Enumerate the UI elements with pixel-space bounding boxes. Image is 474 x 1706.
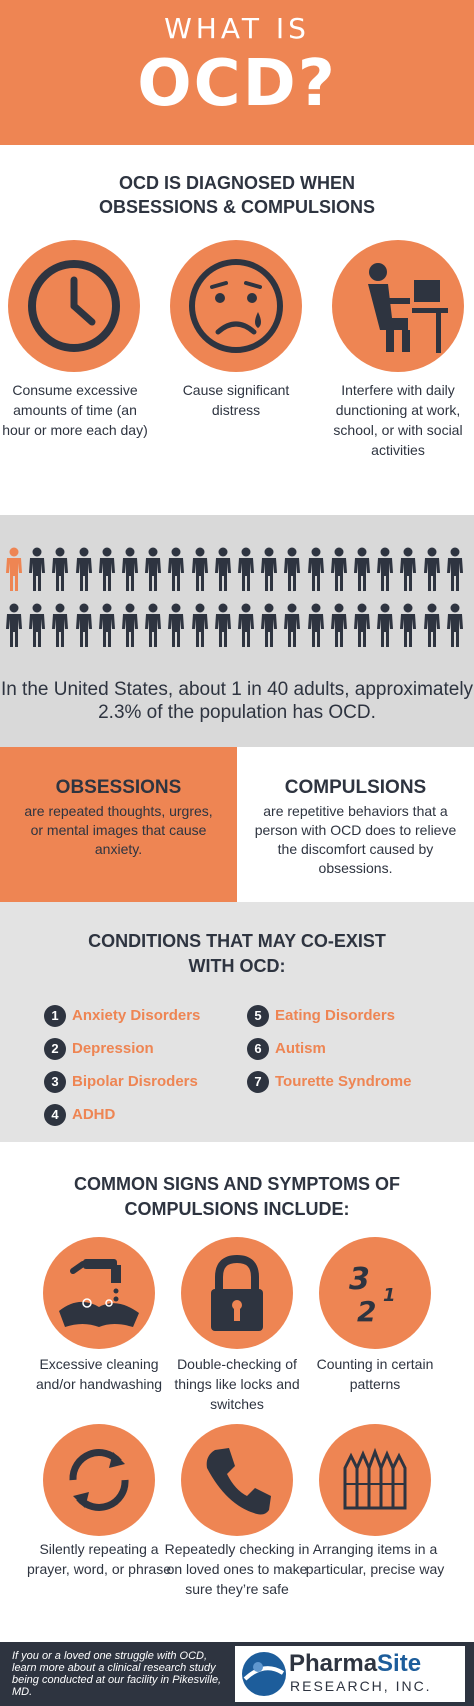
compulsions-panel: COMPULSIONS are repetitive behaviors tha… <box>237 747 474 902</box>
numbers-icon: 3 1 2 <box>319 1237 431 1349</box>
pharmasite-logo: PharmaSite RESEARCH, INC. <box>235 1646 465 1702</box>
person-icon <box>446 603 463 647</box>
statistic-text: In the United States, about 1 in 40 adul… <box>0 679 474 723</box>
numbers-icon-digit-2: 1 <box>383 1285 396 1306</box>
phone-icon <box>181 1424 293 1536</box>
obsessions-panel: OBSESSIONS are repeated thoughts, urgres… <box>0 747 237 902</box>
padlock-icon <box>181 1237 293 1349</box>
person-icon <box>423 603 440 647</box>
person-icon <box>52 547 69 591</box>
person-icon <box>98 547 115 591</box>
person-icon <box>52 603 69 647</box>
person-icon <box>122 603 138 647</box>
crying-face-icon <box>170 240 302 372</box>
person-icon <box>168 547 185 591</box>
signs-section: COMMON SIGNS AND SYMPTOMS OF COMPULSIONS… <box>0 1142 474 1642</box>
obsessions-title: OBSESSIONS <box>55 777 182 798</box>
person-icon <box>400 603 417 647</box>
repeat-arrows-icon <box>43 1424 155 1536</box>
obsessions-desc: are repeated thoughts, urgres, or mental… <box>24 803 213 857</box>
person-icon <box>145 547 162 591</box>
diagnosed-item-interfere: Interfere with daily dunctioning at work… <box>333 382 463 458</box>
footer-text: If you or a loved one struggle with OCD,… <box>12 1650 222 1698</box>
clock-icon <box>8 240 140 372</box>
person-icon <box>98 603 115 647</box>
person-icon <box>6 603 22 647</box>
person-icon <box>238 603 254 647</box>
condition-item: 6 Autism <box>247 1038 326 1060</box>
condition-item: 1 Anxiety Disorders <box>44 1005 200 1027</box>
person-icon <box>377 603 394 647</box>
sign-repeating: Silently repeating a prayer, word, or ph… <box>27 1541 171 1577</box>
sign-checking-in: Repeatedly checking in on loved ones to … <box>164 1541 310 1597</box>
person-icon <box>191 603 208 647</box>
header-line1: WHAT IS <box>164 12 310 45</box>
person-icon <box>29 603 46 647</box>
person-icon <box>214 547 231 591</box>
logo-subtitle: RESEARCH, INC. <box>290 1678 432 1694</box>
condition-item: 7 Tourette Syndrome <box>247 1071 411 1093</box>
person-icon <box>307 603 324 647</box>
condition-item: 4 ADHD <box>44 1104 115 1126</box>
conditions-title: CONDITIONS THAT MAY CO-EXIST WITH OCD: <box>88 931 386 976</box>
numbers-icon-digit-3: 2 <box>357 1295 376 1328</box>
person-icon <box>284 603 301 647</box>
compulsions-title: COMPULSIONS <box>284 777 427 798</box>
person-icon <box>330 603 347 647</box>
condition-item: 3 Bipolar Disroders <box>44 1071 198 1093</box>
definitions-section: OBSESSIONS are repeated thoughts, urgres… <box>0 747 474 902</box>
diagnosed-item-distress: Cause significant distress <box>182 382 290 418</box>
signs-title: COMMON SIGNS AND SYMPTOMS OF COMPULSIONS… <box>73 1174 400 1219</box>
person-icon <box>330 547 347 591</box>
person-icon <box>307 547 324 591</box>
header-banner: WHAT IS OCD? <box>0 0 474 145</box>
sign-counting: Counting in certain patterns <box>316 1356 434 1392</box>
condition-item: 5 Eating Disorders <box>247 1005 395 1027</box>
condition-item: 2 Depression <box>44 1038 154 1060</box>
person-icon <box>446 547 463 591</box>
handwashing-icon <box>43 1237 155 1349</box>
person-icon <box>75 547 92 591</box>
sign-arranging: Arranging items in a particular, precise… <box>305 1541 445 1577</box>
person-icon <box>354 547 370 591</box>
compulsions-desc: are repetitive behaviors that a person w… <box>254 803 457 876</box>
person-icon <box>214 603 231 647</box>
diagnosed-section: OCD IS DIAGNOSED WHEN OBSESSIONS & COMPU… <box>0 145 474 515</box>
numbers-icon-digit-1: 3 <box>349 1262 370 1297</box>
person-at-computer-icon <box>332 240 464 372</box>
person-icon <box>354 603 370 647</box>
sign-cleaning: Excessive cleaning and/or handwashing <box>35 1356 163 1392</box>
person-icon <box>423 547 440 591</box>
sign-checking: Double-checking of things like locks and… <box>174 1356 300 1412</box>
header-title: OCD? <box>137 47 337 121</box>
diagnosed-item-time: Consume excessive amounts of time (an ho… <box>2 382 148 438</box>
person-icon <box>261 603 278 647</box>
diagnosed-title: OCD IS DIAGNOSED WHEN OBSESSIONS & COMPU… <box>98 173 376 217</box>
arranged-pencils-icon <box>319 1424 431 1536</box>
person-icon <box>261 547 278 591</box>
conditions-section: CONDITIONS THAT MAY CO-EXIST WITH OCD: 1… <box>0 902 474 1142</box>
footer: If you or a loved one struggle with OCD,… <box>0 1642 474 1706</box>
person-icon <box>377 547 394 591</box>
globe-icon <box>242 1652 286 1696</box>
person-icon <box>29 547 46 591</box>
person-icon <box>191 547 208 591</box>
person-icon-highlighted <box>6 547 22 591</box>
person-icon <box>238 547 254 591</box>
person-icon <box>168 603 185 647</box>
person-icon <box>75 603 92 647</box>
person-icon <box>122 547 138 591</box>
person-icon <box>400 547 417 591</box>
logo-name: PharmaSite <box>289 1650 422 1677</box>
person-icon <box>145 603 162 647</box>
person-icon <box>284 547 301 591</box>
statistics-section: In the United States, about 1 in 40 adul… <box>0 515 474 747</box>
